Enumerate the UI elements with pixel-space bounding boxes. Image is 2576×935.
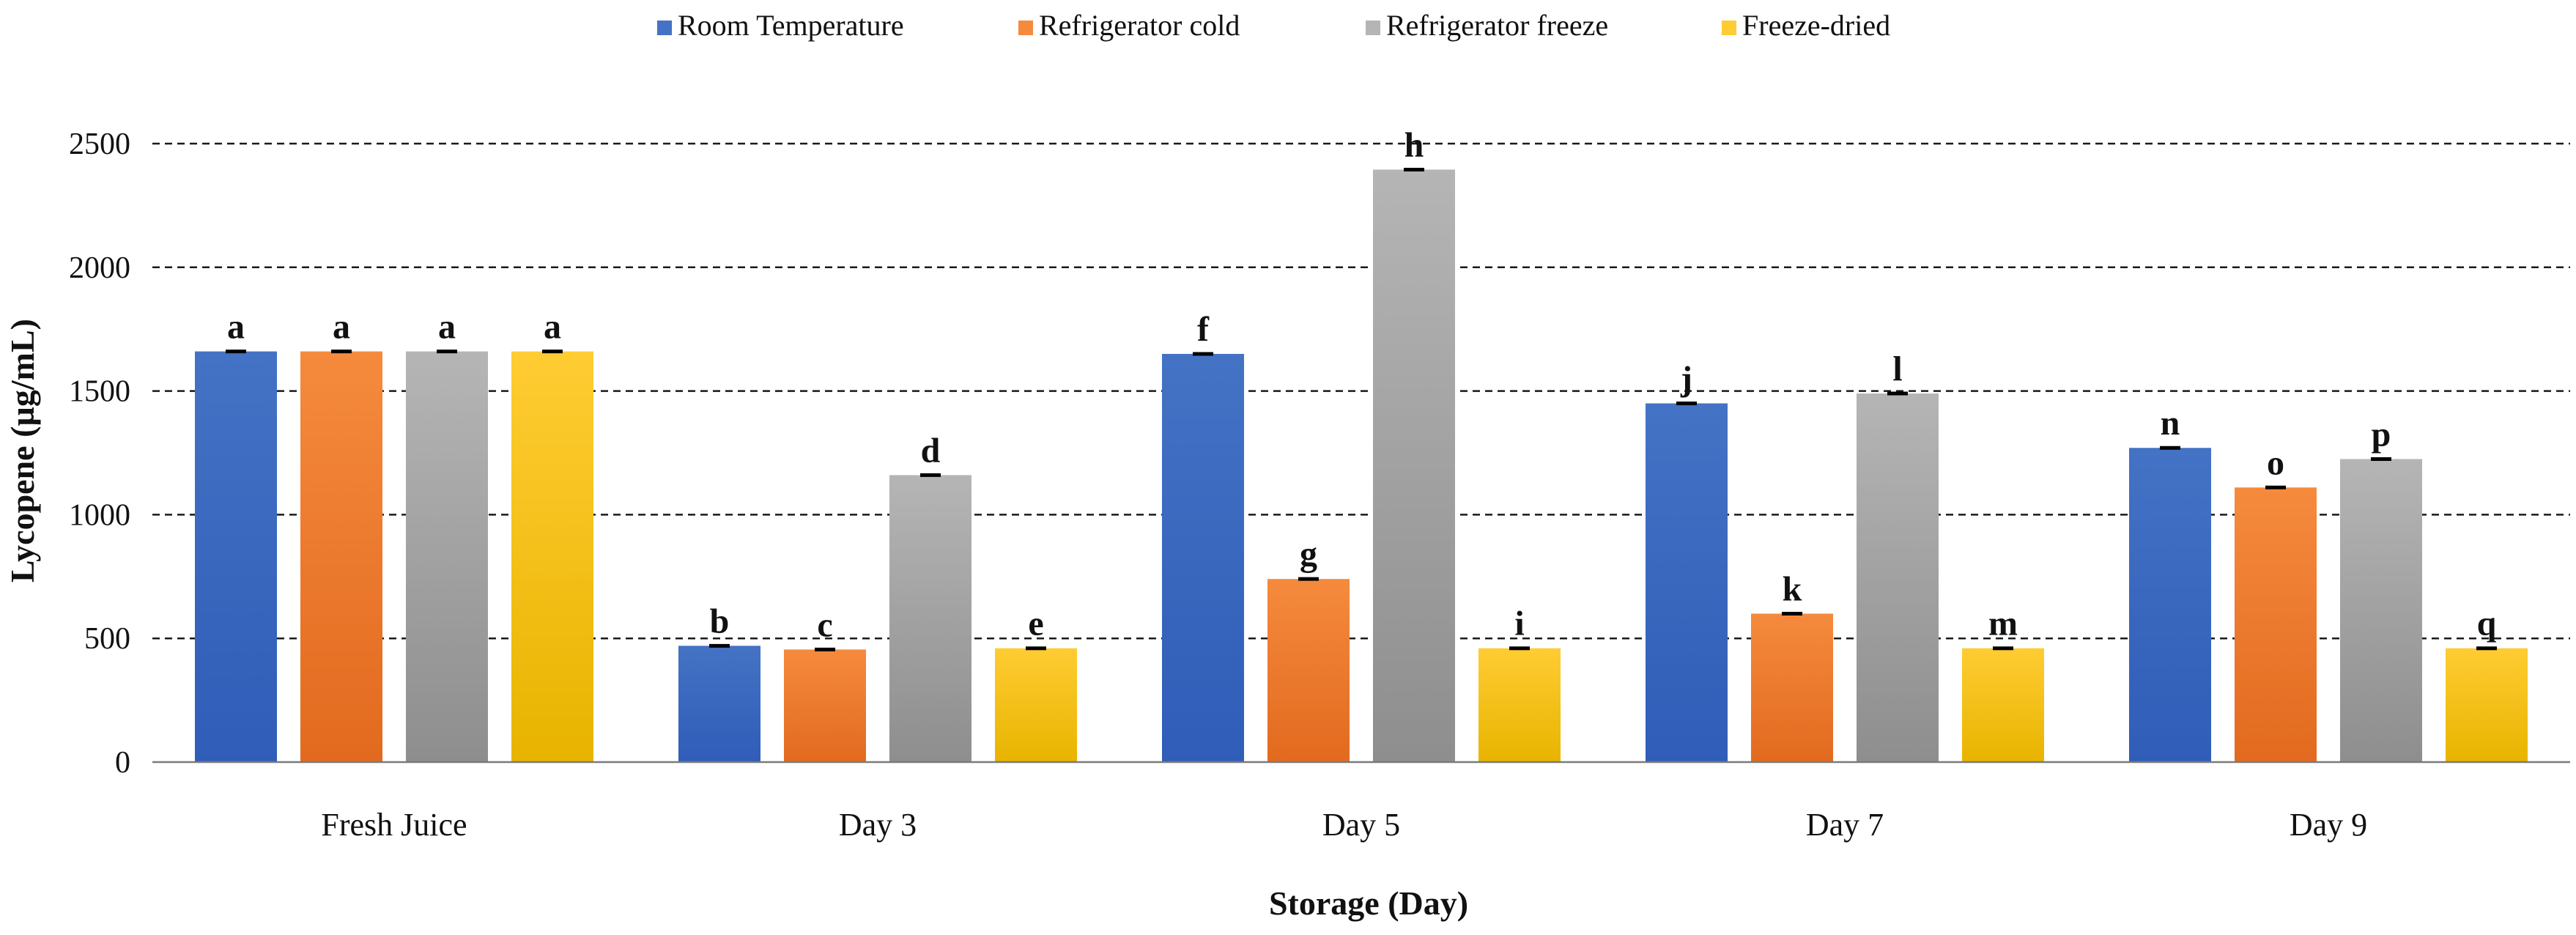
chart-legend: Room Temperature Refrigerator cold Refrige… [657,9,1890,42]
significance-label-day-9-room-temperature: n [2161,404,2180,443]
y-axis-ticks: 0 500 1000 1500 2000 2500 [69,128,130,780]
legend-label-refrigerator-cold: Refrigerator cold [1039,9,1240,42]
significance-label-day-7-refrigerator-cold: k [1783,569,1802,608]
bar-day-5-freeze-dried [1478,648,1561,762]
significance-label-day-7-refrigerator-freeze: l [1892,350,1902,388]
significance-label-day-5-room-temperature: f [1197,310,1210,349]
x-tick-day-5: Day 5 [1322,807,1400,843]
bar-day-5-refrigerator-freeze [1373,169,1455,762]
x-tick-day-7: Day 7 [1806,807,1884,843]
significance-label-day-5-freeze-dried: i [1514,605,1524,643]
bar-fresh-juice-refrigerator-cold [300,351,382,763]
x-axis-title: Storage (Day) [1269,884,1468,922]
bar-day-9-freeze-dried [2446,648,2528,762]
significance-label-day-7-room-temperature: j [1680,359,1692,398]
y-tick-0: 0 [115,746,130,780]
significance-label-day-3-refrigerator-freeze: d [921,431,941,470]
legend-swatch-room-temperature [657,21,672,35]
x-axis-categories: Fresh Juice Day 3 Day 5 Day 7 Day 9 [321,807,2367,843]
legend-swatch-refrigerator-cold [1018,21,1033,35]
bar-day-5-room-temperature [1162,353,1244,763]
bar-day-3-freeze-dried [995,648,1077,762]
y-tick-1500: 1500 [69,375,130,409]
significance-label-day-9-freeze-dried: q [2477,605,2497,643]
bar-day-7-refrigerator-freeze [1857,393,1939,762]
significance-label-day-5-refrigerator-cold: g [1300,535,1317,574]
y-axis-title: Lycopene (µg/mL) [4,319,41,583]
bar-day-7-room-temperature [1646,403,1728,762]
legend-swatch-freeze-dried [1722,21,1736,35]
x-tick-day-3: Day 3 [839,807,917,843]
significance-label-day-7-freeze-dried: m [1988,605,2018,643]
significance-label-fresh-juice-refrigerator-freeze: a [438,308,456,347]
bar-fresh-juice-refrigerator-freeze [406,351,488,763]
bar-fresh-juice-room-temperature [195,351,277,763]
y-tick-500: 500 [84,622,130,656]
significance-label-day-9-refrigerator-freeze: p [2372,415,2391,454]
x-tick-day-9: Day 9 [2290,807,2367,843]
bar-day-9-refrigerator-cold [2235,487,2317,762]
legend-label-refrigerator-freeze: Refrigerator freeze [1386,9,1608,42]
significance-label-fresh-juice-room-temperature: a [227,308,245,347]
legend-label-room-temperature: Room Temperature [678,9,904,42]
significance-label-day-5-refrigerator-freeze: h [1404,125,1424,164]
bar-day-7-refrigerator-cold [1751,613,1833,762]
significance-label-day-3-refrigerator-cold: c [817,605,832,644]
significance-label-day-9-refrigerator-cold: o [2267,443,2284,482]
significance-label-day-3-freeze-dried: e [1028,605,1043,643]
bar-day-5-refrigerator-cold [1267,579,1350,762]
bar-day-3-room-temperature [678,646,760,762]
y-tick-2500: 2500 [69,128,130,161]
significance-label-fresh-juice-refrigerator-cold: a [333,308,350,347]
y-tick-1000: 1000 [69,498,130,532]
significance-label-day-3-room-temperature: b [710,602,730,640]
x-tick-fresh-juice: Fresh Juice [321,807,467,843]
bar-day-3-refrigerator-freeze [889,475,971,762]
bar-day-9-refrigerator-freeze [2340,459,2422,762]
bar-day-9-room-temperature [2129,448,2211,762]
bar-day-7-freeze-dried [1962,648,2044,762]
legend-swatch-refrigerator-freeze [1366,21,1380,35]
bar-day-3-refrigerator-cold [784,649,866,762]
legend-label-freeze-dried: Freeze-dried [1742,9,1890,42]
y-tick-2000: 2000 [69,251,130,285]
significance-label-fresh-juice-freeze-dried: a [544,308,561,347]
bar-series: a a a a b c d e f g h i j k l m n o p q [195,125,2528,763]
bar-fresh-juice-freeze-dried [511,351,593,763]
